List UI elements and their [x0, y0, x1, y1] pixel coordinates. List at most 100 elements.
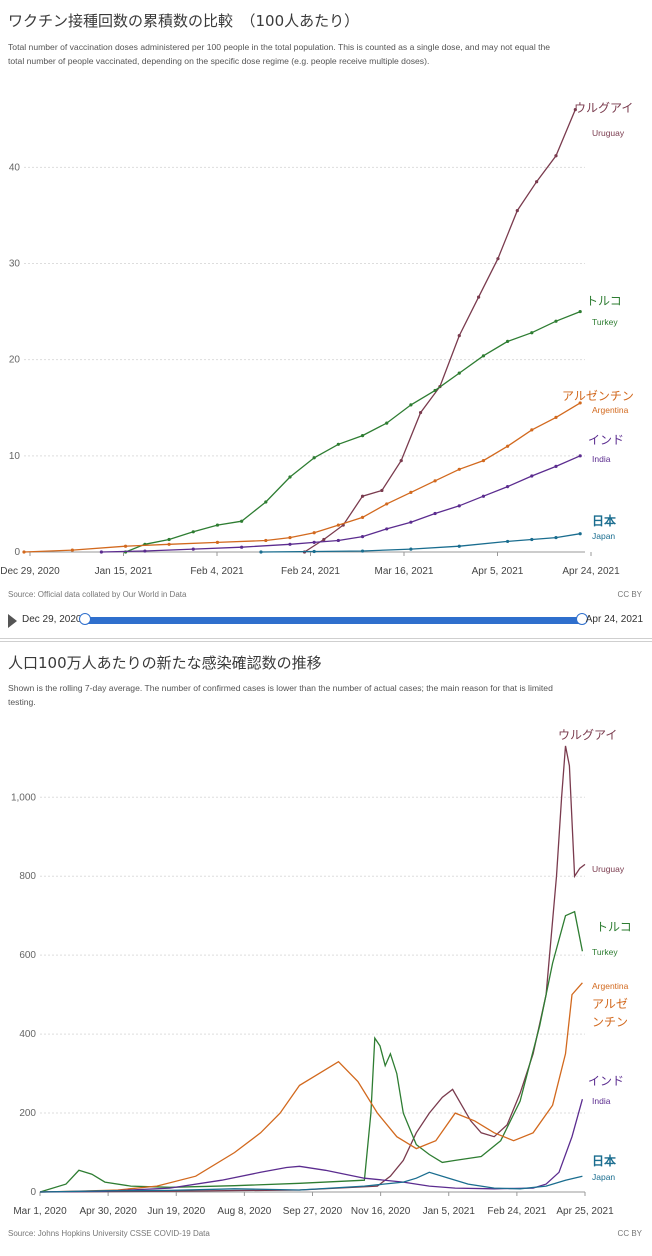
series-label-jp-japan: 日本 [592, 1153, 616, 1168]
x-tick-label: Mar 1, 2020 [13, 1206, 67, 1217]
series-label-japan: Japan [592, 531, 615, 541]
data-point-argentina[interactable] [433, 479, 437, 483]
data-point-japan[interactable] [312, 549, 316, 554]
series-label-japan: Japan [592, 1172, 615, 1182]
data-point-india[interactable] [409, 520, 413, 524]
series-line-turkey[interactable] [39, 910, 584, 1193]
data-point-turkey[interactable] [191, 530, 195, 534]
series-line-japan[interactable] [39, 1171, 583, 1193]
y-tick-label: 30 [9, 258, 21, 269]
data-point-uruguay[interactable] [380, 488, 384, 493]
x-tick-label: Nov 16, 2020 [351, 1206, 411, 1217]
data-point-argentina[interactable] [123, 544, 128, 548]
data-point-japan[interactable] [259, 550, 263, 554]
data-point-argentina[interactable] [215, 540, 220, 544]
data-point-uruguay[interactable] [322, 537, 326, 542]
data-point-argentina[interactable] [554, 415, 558, 419]
data-point-uruguay[interactable] [515, 208, 519, 213]
data-point-turkey[interactable] [530, 331, 534, 335]
data-point-argentina[interactable] [336, 523, 340, 527]
data-point-turkey[interactable] [578, 309, 582, 314]
data-point-turkey[interactable] [288, 475, 292, 479]
series-line-argentina[interactable] [23, 402, 581, 553]
data-point-japan[interactable] [506, 539, 510, 544]
data-point-india[interactable] [360, 535, 365, 539]
data-point-turkey[interactable] [506, 339, 510, 343]
timeline-slider[interactable]: Dec 29, 2020 Apr 24, 2021 [0, 608, 652, 634]
series-label-jp-uruguay: ウルグアイ [558, 728, 617, 742]
data-point-argentina[interactable] [506, 444, 510, 448]
data-point-india[interactable] [240, 545, 244, 549]
data-point-turkey[interactable] [264, 500, 268, 504]
vaccination-chart-panel: ワクチン接種回数の累積数の比較 （100人あたり） Total number o… [0, 12, 652, 639]
data-point-turkey[interactable] [312, 456, 316, 460]
data-point-india[interactable] [530, 474, 534, 478]
data-point-argentina[interactable] [530, 428, 534, 432]
data-point-turkey[interactable] [385, 421, 389, 425]
data-point-argentina[interactable] [385, 502, 389, 506]
data-point-argentina[interactable] [409, 490, 413, 494]
series-label-india: India [592, 1096, 611, 1106]
data-point-india[interactable] [385, 527, 389, 531]
license-label[interactable]: CC BY [617, 590, 642, 599]
data-point-japan[interactable] [554, 535, 558, 540]
data-point-india[interactable] [433, 511, 437, 516]
data-point-india[interactable] [481, 494, 486, 498]
data-point-uruguay[interactable] [554, 154, 558, 158]
license-label[interactable]: CC BY [617, 1229, 642, 1238]
data-point-india[interactable] [99, 550, 103, 554]
data-point-argentina[interactable] [167, 542, 171, 546]
data-point-india[interactable] [143, 549, 147, 553]
data-point-turkey[interactable] [457, 371, 461, 375]
data-point-uruguay[interactable] [573, 108, 577, 112]
data-point-turkey[interactable] [554, 319, 558, 323]
series-line-turkey[interactable] [125, 310, 581, 553]
data-point-argentina[interactable] [360, 515, 365, 519]
data-point-india[interactable] [191, 547, 195, 551]
data-point-uruguay[interactable] [477, 295, 481, 299]
data-point-uruguay[interactable] [418, 410, 423, 415]
play-icon[interactable] [8, 614, 17, 628]
timeline-track[interactable] [84, 617, 582, 624]
data-point-turkey[interactable] [409, 403, 413, 407]
data-point-argentina[interactable] [578, 401, 582, 405]
data-point-argentina[interactable] [70, 548, 74, 552]
timeline-end-handle[interactable] [576, 613, 588, 625]
series-line-uruguay[interactable] [39, 745, 586, 1193]
data-point-uruguay[interactable] [399, 459, 403, 463]
data-point-argentina[interactable] [264, 538, 268, 543]
data-point-india[interactable] [554, 464, 558, 469]
data-point-india[interactable] [578, 454, 582, 458]
data-point-uruguay[interactable] [535, 180, 539, 184]
data-point-turkey[interactable] [167, 537, 171, 542]
data-point-turkey[interactable] [336, 442, 340, 446]
data-point-uruguay[interactable] [360, 494, 365, 498]
data-point-japan[interactable] [360, 549, 365, 553]
data-point-turkey[interactable] [240, 519, 244, 523]
data-point-india[interactable] [288, 542, 292, 546]
data-point-turkey[interactable] [215, 523, 220, 527]
data-point-japan[interactable] [578, 532, 582, 536]
data-point-turkey[interactable] [360, 434, 365, 438]
series-label-india: India [592, 454, 611, 464]
series-line-india[interactable] [39, 1099, 584, 1193]
data-point-argentina[interactable] [481, 459, 486, 463]
data-point-japan[interactable] [409, 547, 413, 551]
x-tick-label: Apr 5, 2021 [472, 566, 524, 577]
data-point-turkey[interactable] [481, 354, 486, 358]
timeline-start-handle[interactable] [79, 613, 91, 625]
data-point-argentina[interactable] [312, 531, 316, 535]
data-point-india[interactable] [312, 540, 316, 544]
data-point-argentina[interactable] [288, 535, 292, 540]
series-line-argentina[interactable] [39, 982, 583, 1193]
data-point-japan[interactable] [457, 544, 461, 548]
data-point-argentina[interactable] [22, 550, 26, 554]
data-point-uruguay[interactable] [457, 334, 461, 338]
data-point-india[interactable] [506, 485, 510, 489]
data-point-india[interactable] [336, 538, 340, 543]
data-point-japan[interactable] [530, 537, 534, 542]
data-point-turkey[interactable] [433, 388, 437, 393]
data-point-uruguay[interactable] [496, 257, 500, 261]
data-point-india[interactable] [457, 504, 461, 508]
data-point-argentina[interactable] [457, 467, 461, 471]
